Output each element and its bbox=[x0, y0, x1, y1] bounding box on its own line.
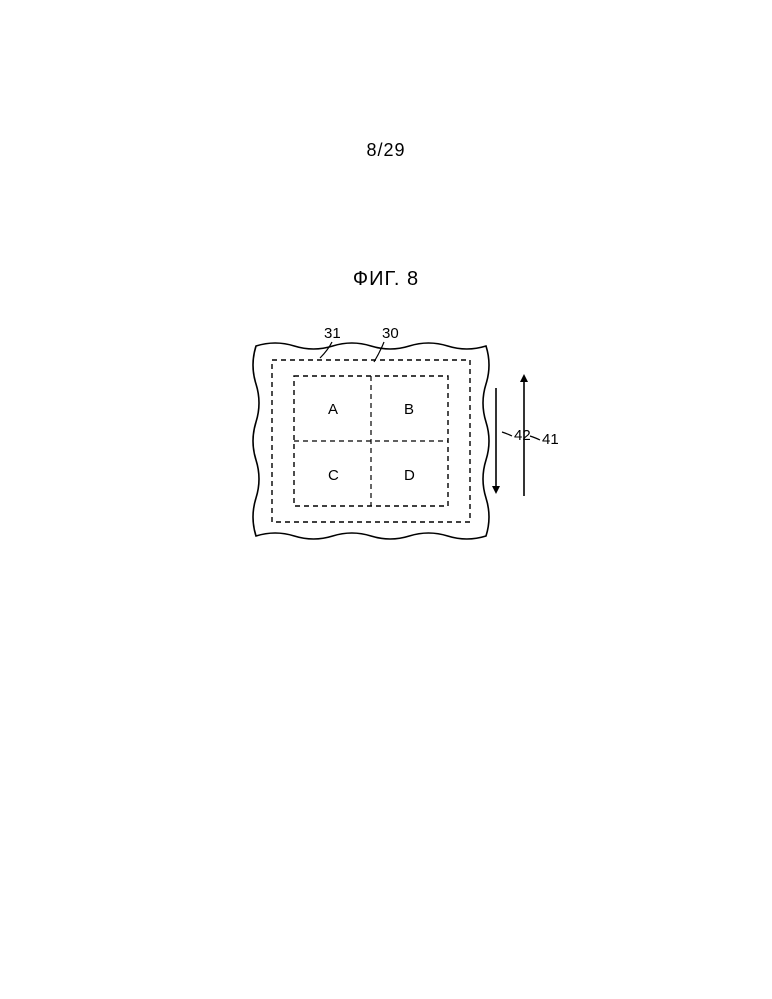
label-arrow-down-ref: 42 bbox=[514, 427, 531, 444]
page-number: 8/29 bbox=[0, 140, 772, 161]
label-inner-ref: 30 bbox=[382, 325, 399, 342]
cell-a-label: A bbox=[328, 401, 338, 418]
label-arrow-up-ref: 41 bbox=[542, 431, 559, 448]
label-outer-ref: 31 bbox=[324, 325, 341, 342]
leader-outer-ref bbox=[320, 342, 332, 358]
cell-d-label: D bbox=[404, 467, 415, 484]
figure-title: ФИГ. 8 bbox=[0, 268, 772, 291]
leader-inner-ref bbox=[374, 342, 384, 362]
figure-diagram: 31 30 42 41 A B C D bbox=[236, 318, 576, 558]
page: 8/29 ФИГ. 8 31 30 42 41 A B C D bbox=[0, 0, 772, 999]
cell-b-label: B bbox=[404, 401, 414, 418]
leader-arrow-up-ref bbox=[530, 436, 540, 440]
cell-c-label: C bbox=[328, 467, 339, 484]
leader-arrow-down-ref bbox=[502, 432, 512, 436]
